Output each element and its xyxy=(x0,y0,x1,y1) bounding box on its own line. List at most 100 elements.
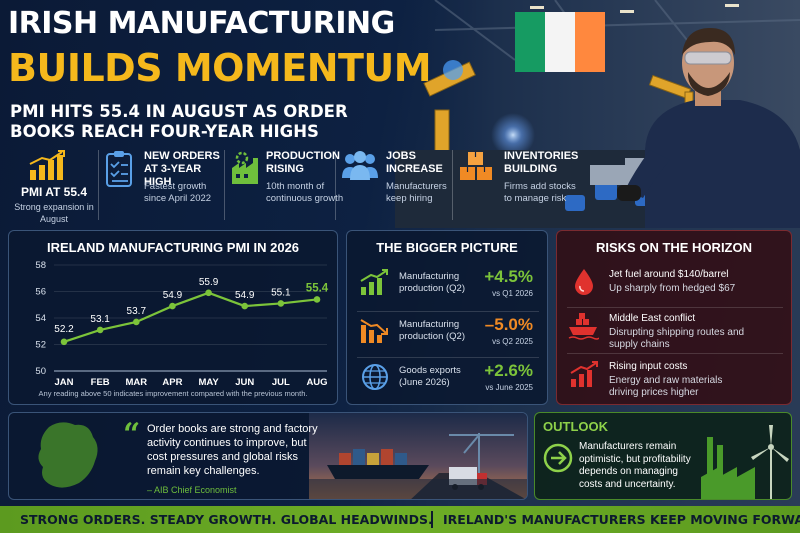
quote-panel: “ Order books are strong and factory act… xyxy=(8,412,528,500)
bigger-picture-compare: vs June 2025 xyxy=(485,383,533,392)
bigger-picture-value: +4.5% xyxy=(484,267,533,286)
outlook-panel: OUTLOOK Manufacturers remain optimistic,… xyxy=(534,412,792,500)
bigger-picture-value: +2.6% xyxy=(484,361,533,380)
stat-new-orders: NEW ORDERS AT 3-YEAR HIGH Fastest growth… xyxy=(104,148,224,226)
risk-heading: Middle East conflict xyxy=(609,313,696,324)
risk-item: Rising input costs Energy and raw materi… xyxy=(567,359,787,403)
bar-chart-rising-icon xyxy=(29,150,65,180)
risks-title: RISKS ON THE HORIZON xyxy=(595,240,752,255)
data-label: 53.1 xyxy=(90,314,110,325)
stat-new-orders-text: Fastest growth since April 2022 xyxy=(144,181,212,204)
divider xyxy=(224,150,225,220)
cargo-ship-icon xyxy=(568,313,599,340)
divider xyxy=(335,150,336,220)
data-point xyxy=(205,289,212,297)
green-factory-turbine-icon xyxy=(701,425,789,499)
stat-production: PRODUCTION RISING 10th month of continuo… xyxy=(230,148,343,226)
footer-right-text: IRELAND'S MANUFACTURERS KEEP MOVING FORW… xyxy=(443,512,800,527)
clipboard-checklist-icon xyxy=(106,151,132,187)
data-point xyxy=(60,338,68,346)
risk-item: Jet fuel around $140/barrel Up sharply f… xyxy=(567,267,787,311)
bigger-picture-compare: vs Q1 2026 xyxy=(492,289,533,298)
chart-title: IRELAND MANUFACTURING PMI IN 2026 xyxy=(46,240,300,255)
quote-author: – AIB Chief Economist xyxy=(147,485,237,495)
decline-chart-icon xyxy=(360,319,388,343)
divider xyxy=(357,357,539,358)
irish-flag xyxy=(515,12,605,72)
bigger-picture-title: THE BIGGER PICTURE xyxy=(376,240,518,255)
divider xyxy=(567,307,783,308)
data-point xyxy=(96,326,104,334)
stacked-boxes-icon xyxy=(460,152,492,180)
x-tick-label: APR xyxy=(162,377,182,388)
subtitle: PMI HITS 55.4 IN AUGUST AS ORDER BOOKS R… xyxy=(10,102,348,141)
quote-mark-icon: “ xyxy=(123,417,141,452)
quote-text: Order books are strong and factory activ… xyxy=(147,423,318,477)
title-line-2: BUILDS MOMENTUM xyxy=(8,46,432,90)
stat-production-text: 10th month of continuous growth xyxy=(266,181,344,204)
stat-pmi: PMI AT 55.4 Strong expansion in August xyxy=(14,148,94,226)
bigger-picture-compare: vs Q2 2025 xyxy=(492,337,533,346)
stat-pmi-heading: PMI AT 55.4 xyxy=(20,185,88,199)
bigger-picture-row: Manufacturing production (Q2) –5.0% vs Q… xyxy=(359,315,539,355)
risk-heading: Rising input costs xyxy=(609,361,688,372)
y-tick-label: 52 xyxy=(35,340,46,351)
y-tick-label: 56 xyxy=(35,287,46,298)
bigger-picture-label: Goods exports (June 2026) xyxy=(399,365,461,388)
bigger-picture-row: Manufacturing production (Q2) +4.5% vs Q… xyxy=(359,267,539,307)
x-tick-label: JUN xyxy=(235,377,254,388)
footer-left-text: STRONG ORDERS. STEADY GROWTH. GLOBAL HEA… xyxy=(20,512,433,527)
bigger-picture-panel: THE BIGGER PICTURE Manufacturing product… xyxy=(346,230,548,405)
data-label: 54.9 xyxy=(235,290,255,301)
x-tick-label: AUG xyxy=(306,377,327,388)
data-label: 53.7 xyxy=(127,306,147,317)
worker-figure xyxy=(617,28,800,228)
bigger-picture-label: Manufacturing production (Q2) xyxy=(399,319,466,342)
x-tick-label: MAY xyxy=(198,377,219,388)
data-label: 55.1 xyxy=(271,287,291,298)
data-point xyxy=(132,318,140,326)
arrow-right-circle-icon xyxy=(543,443,573,473)
y-tick-label: 54 xyxy=(35,313,46,324)
fuel-drop-icon xyxy=(575,269,593,295)
stat-production-heading: PRODUCTION RISING xyxy=(266,150,340,175)
stat-new-orders-heading: NEW ORDERS AT 3-YEAR HIGH xyxy=(144,150,220,188)
data-point xyxy=(277,300,285,307)
chart-note: Any reading above 50 indicates improveme… xyxy=(38,389,308,398)
data-point xyxy=(313,296,321,303)
risk-text: Disrupting shipping routes and supply ch… xyxy=(609,327,745,350)
risk-item: Middle East conflict Disrupting shipping… xyxy=(567,311,787,355)
risk-heading: Jet fuel around $140/barrel xyxy=(609,269,729,280)
footer-divider xyxy=(431,511,433,528)
data-label: 52.2 xyxy=(54,324,74,335)
globe-icon xyxy=(362,364,388,390)
outlook-title: OUTLOOK xyxy=(543,419,608,434)
divider xyxy=(567,353,783,354)
outlook-text: Manufacturers remain optimistic, but pro… xyxy=(579,441,691,490)
risks-panel: RISKS ON THE HORIZON Jet fuel around $14… xyxy=(556,230,792,405)
divider xyxy=(357,311,539,312)
divider xyxy=(98,150,99,220)
factory-worker-photo xyxy=(395,0,800,228)
ireland-map-icon xyxy=(38,422,98,488)
data-point xyxy=(169,302,176,310)
x-tick-label: JUL xyxy=(272,377,290,388)
pmi-chart-panel: IRELAND MANUFACTURING PMI IN 2026 50 52 54… xyxy=(8,230,338,405)
x-tick-label: FEB xyxy=(91,377,110,388)
stat-inventories: INVENTORIES BUILDING Firms add stocks to… xyxy=(458,148,578,226)
bigger-picture-value: –5.0% xyxy=(484,315,533,334)
stat-pmi-text: Strong expansion in August xyxy=(14,202,94,224)
data-label: 55.9 xyxy=(199,277,219,288)
rising-costs-icon xyxy=(570,361,598,387)
stat-jobs-text: Manufacturers keep hiring xyxy=(386,181,447,204)
pmi-line-chart: 50 52 54 56 58 JAN FEB MAR APR MAY JUN JUL AUG 52.2 53… xyxy=(35,260,329,388)
stat-jobs-heading: JOBS INCREASE xyxy=(386,150,443,175)
data-label: 55.4 xyxy=(306,282,329,294)
y-tick-label: 50 xyxy=(35,366,46,377)
footer-banner: STRONG ORDERS. STEADY GROWTH. GLOBAL HEA… xyxy=(0,506,800,533)
x-tick-label: MAR xyxy=(125,377,147,388)
ireland-port-illustration xyxy=(38,413,527,499)
growth-chart-icon xyxy=(360,269,388,295)
pmi-series-line xyxy=(63,291,318,343)
title-line-1: IRISH MANUFACTURING xyxy=(8,6,395,41)
